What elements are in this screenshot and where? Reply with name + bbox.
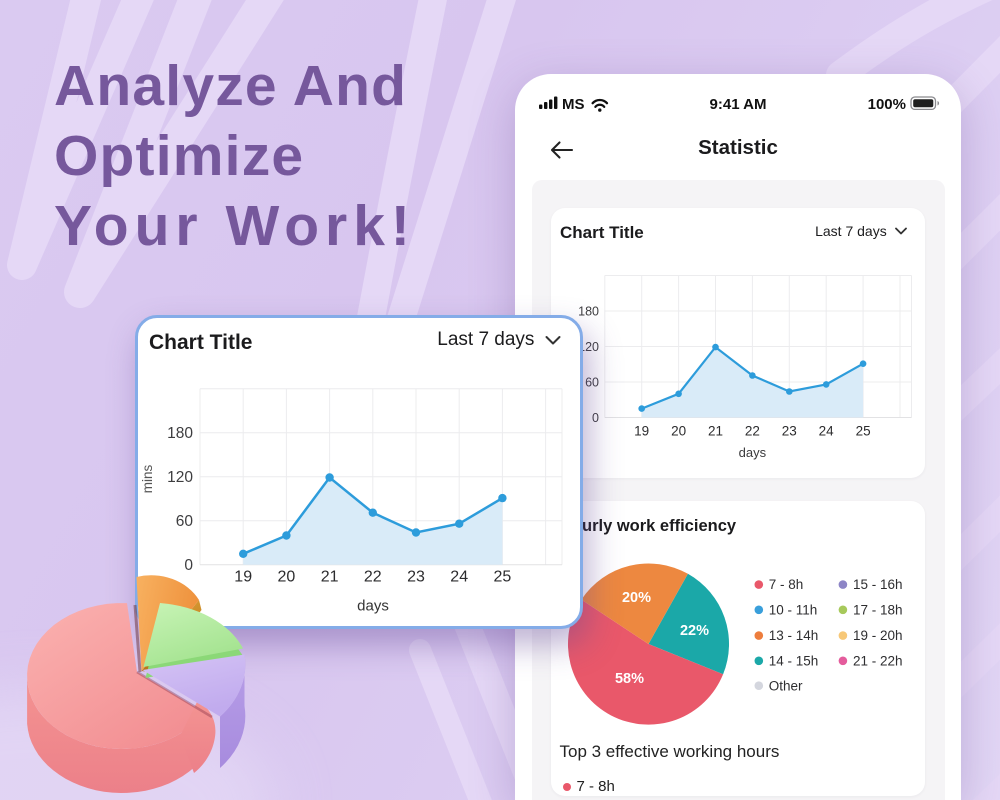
- svg-text:23: 23: [781, 424, 796, 439]
- svg-text:60: 60: [176, 513, 194, 530]
- svg-text:10 - 11h: 10 - 11h: [768, 602, 817, 617]
- svg-text:20: 20: [671, 424, 686, 439]
- svg-text:60: 60: [585, 375, 599, 389]
- svg-text:21: 21: [707, 424, 722, 439]
- svg-text:22: 22: [744, 424, 759, 439]
- svg-text:0: 0: [184, 557, 193, 574]
- svg-text:19: 19: [634, 424, 649, 439]
- svg-text:21: 21: [321, 569, 339, 586]
- svg-text:0: 0: [592, 411, 599, 425]
- svg-text:days: days: [738, 445, 766, 460]
- svg-text:58%: 58%: [614, 671, 643, 687]
- svg-text:22%: 22%: [679, 623, 708, 639]
- svg-text:Other: Other: [768, 678, 802, 693]
- svg-text:180: 180: [578, 304, 599, 318]
- svg-text:15 - 16h: 15 - 16h: [853, 577, 903, 592]
- svg-text:25: 25: [855, 424, 870, 439]
- svg-text:23: 23: [407, 569, 425, 586]
- svg-text:17 - 18h: 17 - 18h: [853, 602, 903, 617]
- svg-text:19 - 20h: 19 - 20h: [853, 628, 903, 643]
- svg-text:21 - 22h: 21 - 22h: [853, 653, 903, 668]
- svg-text:13 - 14h: 13 - 14h: [768, 628, 818, 643]
- svg-text:25: 25: [494, 569, 512, 586]
- svg-text:22: 22: [364, 569, 382, 586]
- svg-text:24: 24: [450, 569, 468, 586]
- svg-text:120: 120: [167, 469, 193, 486]
- svg-text:mins: mins: [140, 465, 155, 494]
- svg-text:20%: 20%: [621, 590, 650, 606]
- svg-text:days: days: [357, 598, 389, 615]
- svg-text:19: 19: [234, 569, 252, 586]
- svg-text:180: 180: [167, 425, 193, 442]
- svg-text:20: 20: [278, 569, 296, 586]
- svg-text:24: 24: [818, 424, 834, 439]
- svg-text:14 - 15h: 14 - 15h: [768, 653, 818, 668]
- svg-text:7 - 8h: 7 - 8h: [768, 577, 803, 592]
